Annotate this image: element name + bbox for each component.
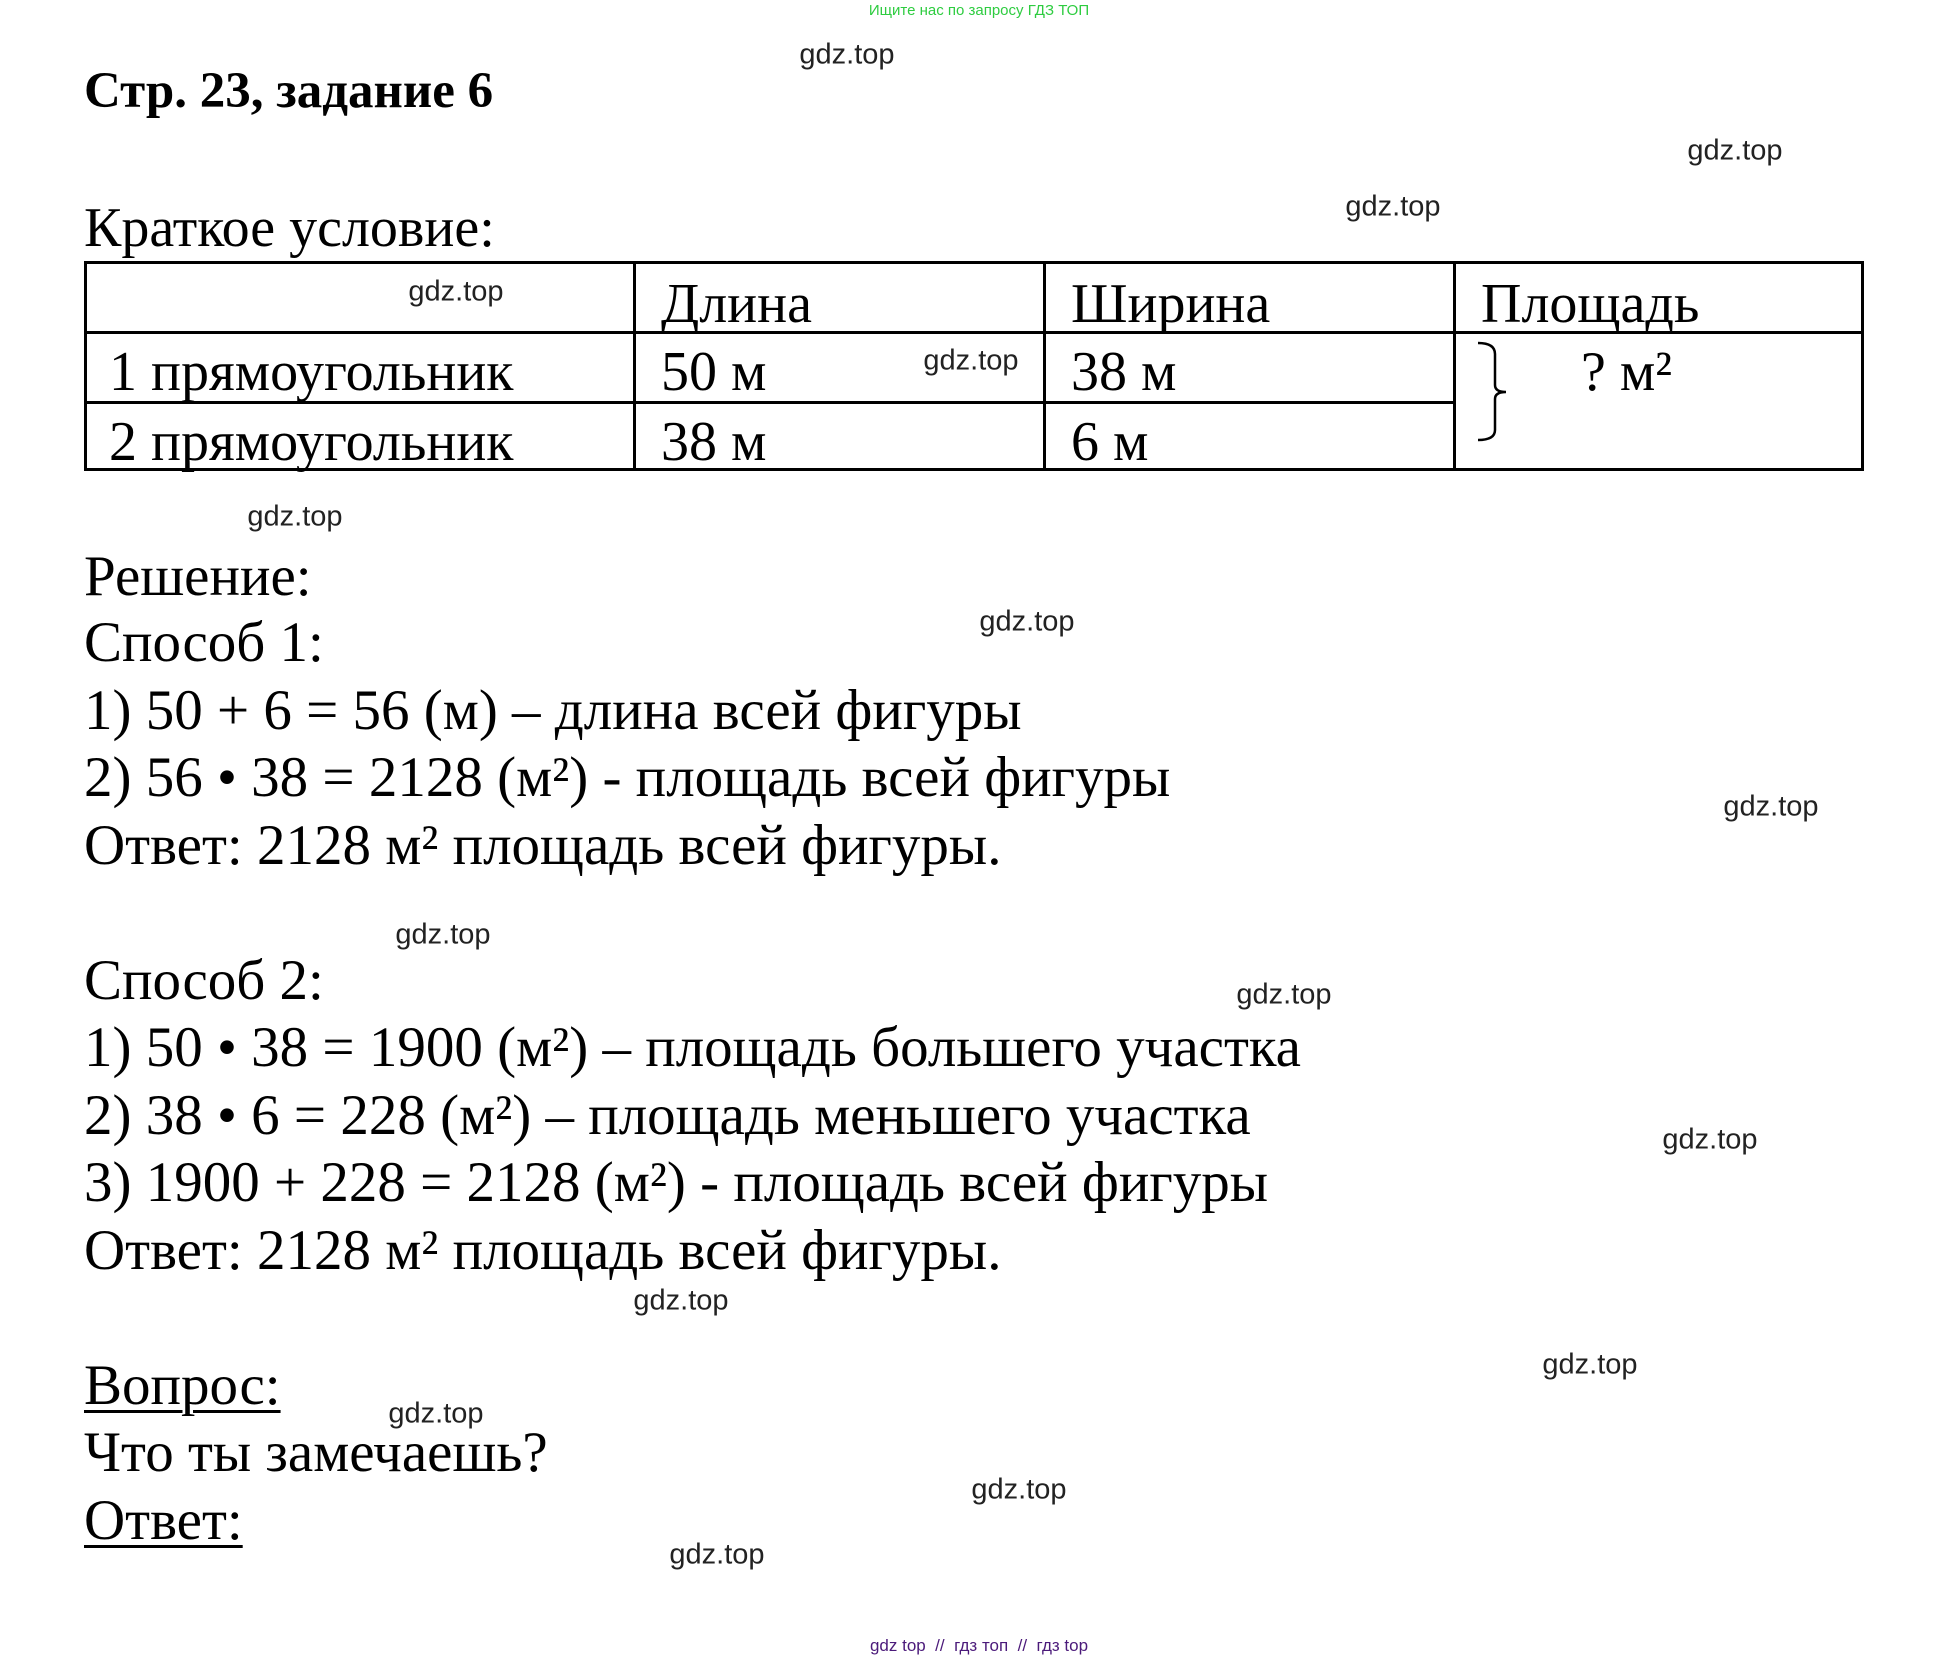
method-2-step: 1) 50 • 38 = 1900 (м²) – площадь большег…	[84, 1016, 1301, 1079]
row-2-name: 2 прямоугольник	[109, 411, 514, 473]
method-1-step: 1) 50 + 6 = 56 (м) – длина всей фигуры	[84, 679, 1022, 742]
watermark: gdz.top	[1662, 1123, 1758, 1156]
watermark: gdz.top	[1345, 190, 1441, 223]
watermark: gdz.top	[799, 38, 895, 71]
column-header-area: Площадь	[1481, 273, 1700, 335]
table-divider	[87, 331, 1861, 334]
question-heading: Вопрос:	[84, 1354, 281, 1417]
condition-table: Длина Ширина Площадь 1 прямоугольник 50 …	[84, 261, 1864, 471]
table-divider	[87, 401, 1456, 404]
row-1-name: 1 прямоугольник	[109, 341, 514, 403]
method-1-heading: Способ 1:	[84, 611, 324, 674]
answer-heading: Ответ:	[84, 1489, 243, 1552]
watermark: gdz.top	[408, 275, 504, 308]
watermark: gdz.top	[979, 605, 1075, 638]
row-1-width: 38 м	[1071, 341, 1177, 403]
method-2-step: 3) 1900 + 228 = 2128 (м²) - площадь всей…	[84, 1151, 1269, 1214]
curly-brace-icon	[1477, 341, 1507, 442]
watermark: gdz.top	[1723, 790, 1819, 823]
row-2-width: 6 м	[1071, 411, 1149, 473]
method-1-answer: Ответ: 2128 м² площадь всей фигуры.	[84, 814, 1002, 877]
watermark: gdz.top	[1236, 978, 1332, 1011]
row-2-length: 38 м	[661, 411, 767, 473]
watermark: gdz.top	[1542, 1348, 1638, 1381]
question-text: Что ты замечаешь?	[84, 1421, 548, 1484]
top-search-hint: Ищите нас по запросу ГДЗ ТОП	[868, 2, 1090, 19]
method-2-heading: Способ 2:	[84, 949, 324, 1012]
watermark: gdz.top	[1687, 134, 1783, 167]
condition-heading: Краткое условие:	[84, 197, 495, 259]
area-unknown: ? м²	[1581, 341, 1673, 403]
watermark: gdz.top	[669, 1538, 765, 1571]
watermark: gdz.top	[923, 344, 1019, 377]
watermark: gdz.top	[247, 500, 343, 533]
watermark: gdz.top	[388, 1397, 484, 1430]
column-header-length: Длина	[661, 273, 812, 335]
table-divider	[633, 264, 636, 468]
watermark: gdz.top	[395, 918, 491, 951]
table-divider	[1043, 264, 1046, 468]
solution-heading: Решение:	[84, 545, 312, 608]
method-1-step: 2) 56 • 38 = 2128 (м²) - площадь всей фи…	[84, 746, 1171, 809]
column-header-width: Ширина	[1071, 273, 1271, 335]
watermark: gdz.top	[633, 1284, 729, 1317]
table-divider	[1453, 264, 1456, 468]
page-title: Стр. 23, задание 6	[84, 63, 494, 119]
footer-links: gdz top // гдз топ // гдз top	[869, 1636, 1089, 1655]
row-1-length: 50 м	[661, 341, 767, 403]
method-2-step: 2) 38 • 6 = 228 (м²) – площадь меньшего …	[84, 1084, 1251, 1147]
method-2-answer: Ответ: 2128 м² площадь всей фигуры.	[84, 1219, 1002, 1282]
watermark: gdz.top	[971, 1473, 1067, 1506]
